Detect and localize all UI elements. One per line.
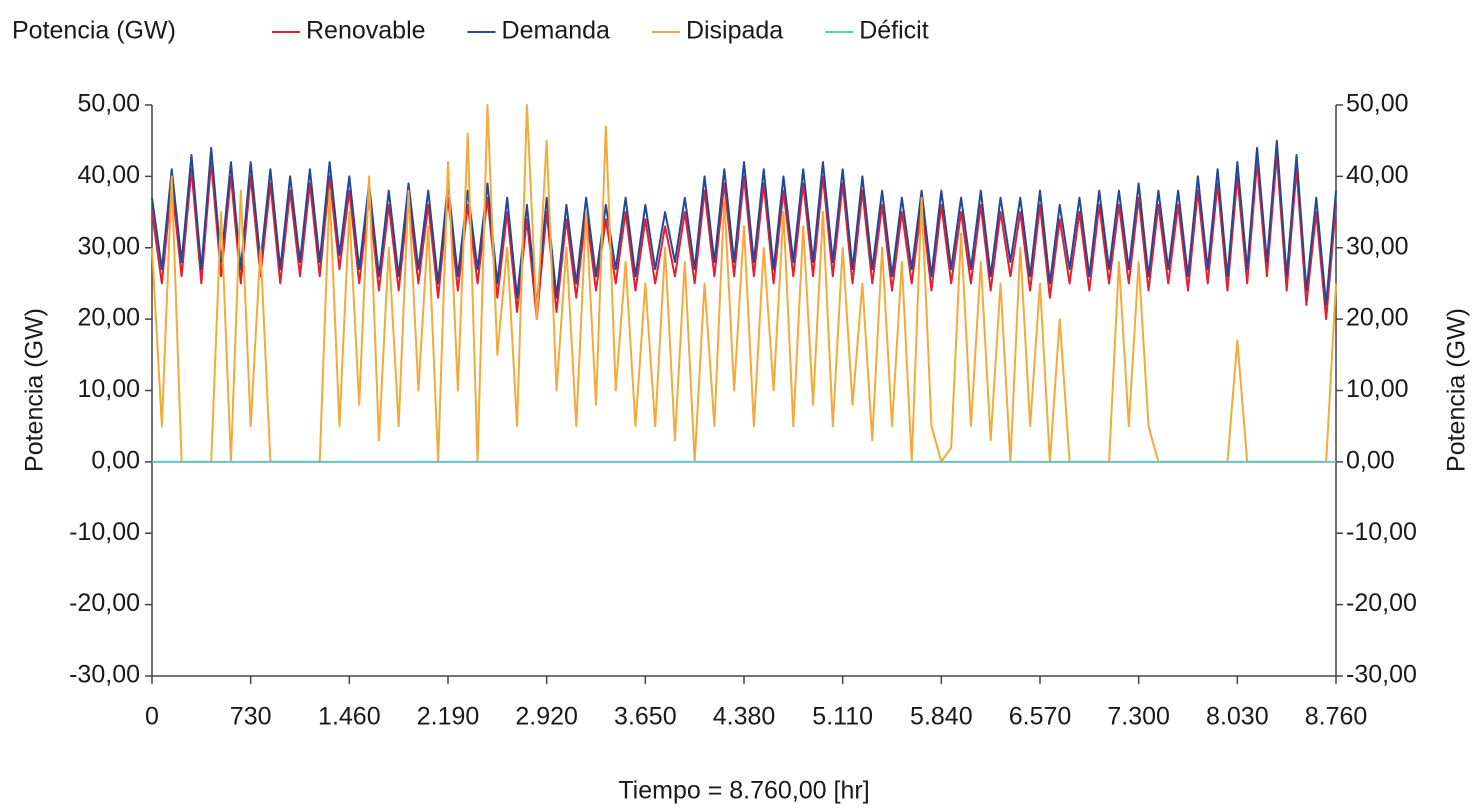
x-tick-label: 8.760 [1305, 703, 1368, 731]
x-tick-label: 5.840 [910, 703, 973, 731]
y2-tick-label: 20,00 [1346, 304, 1409, 332]
y2-tick-label: 10,00 [1346, 375, 1409, 403]
y-tick-label: 20,00 [77, 304, 140, 332]
x-tick-label: 2.920 [515, 703, 578, 731]
y2-tick-label: 30,00 [1346, 232, 1409, 260]
x-tick-label: 5.110 [812, 703, 873, 731]
y2-tick-label: 50,00 [1346, 90, 1409, 118]
legend-label: Disipada [686, 17, 783, 45]
x-tick-label: 2.190 [417, 703, 480, 731]
x-tick-label: 8.030 [1206, 703, 1269, 731]
x-tick-label: 6.570 [1009, 703, 1072, 731]
line-series [151, 153, 1337, 321]
legend-label: Demanda [502, 17, 610, 45]
legend-label: Renovable [306, 17, 426, 45]
y-axis-label: Potencia (GW) [21, 308, 49, 472]
y2-tick-label: 40,00 [1346, 161, 1409, 189]
y2-tick-label: -10,00 [1346, 518, 1417, 546]
x-tick-label: 3.650 [614, 703, 677, 731]
y-tick-label: 0,00 [91, 446, 140, 474]
x-axis-label: Tiempo = 8.760,00 [hr] [618, 777, 869, 805]
x-tick-label: 4.380 [713, 703, 776, 731]
y2-tick-label: -20,00 [1346, 589, 1417, 617]
y2-axis-label: Potencia (GW) [1443, 308, 1471, 472]
x-tick-label: 730 [230, 703, 272, 731]
y-tick-label: -20,00 [69, 589, 140, 617]
y2-tick-label: -30,00 [1346, 661, 1417, 689]
x-tick-label: 0 [145, 703, 159, 731]
y-tick-label: 50,00 [77, 90, 140, 118]
y-tick-label: 40,00 [77, 161, 140, 189]
x-tick-label: 7.300 [1107, 703, 1170, 731]
y-tick-label: 30,00 [77, 232, 140, 260]
y-tick-label: -30,00 [69, 661, 140, 689]
y-tick-label: 10,00 [77, 375, 140, 403]
y-tick-label: -10,00 [69, 518, 140, 546]
y2-tick-label: 0,00 [1346, 446, 1395, 474]
line-series [151, 139, 1337, 306]
legend-label: Déficit [859, 17, 929, 45]
line-series [151, 104, 1337, 463]
x-tick-label: 1.460 [318, 703, 381, 731]
legend-title: Potencia (GW) [12, 17, 176, 45]
